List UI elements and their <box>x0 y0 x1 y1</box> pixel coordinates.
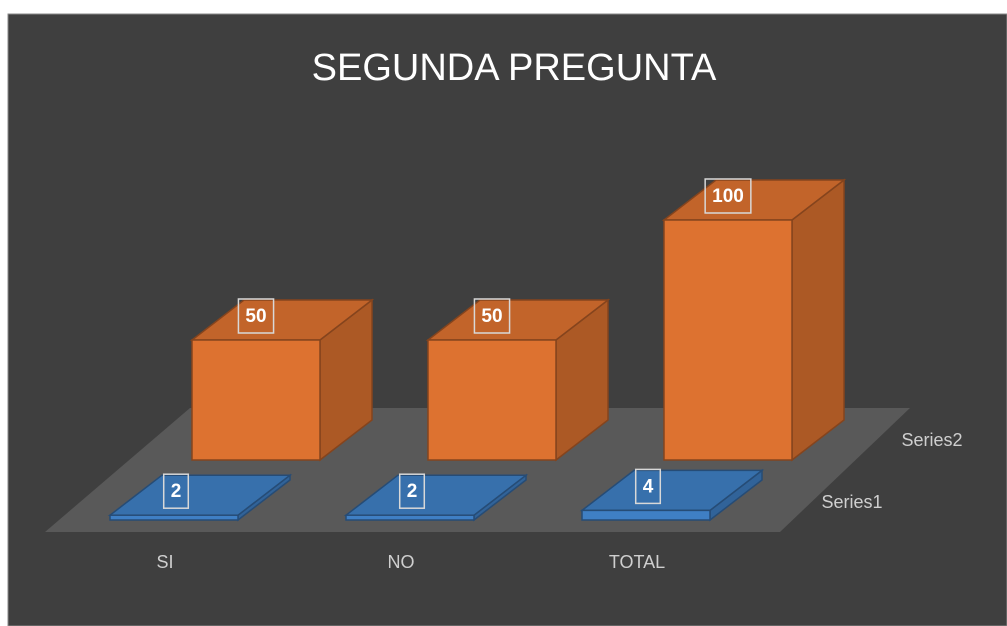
bar <box>579 468 765 522</box>
bar-front <box>345 514 475 521</box>
series-label: Series1 <box>821 492 882 512</box>
chart-title: SEGUNDA PREGUNTA <box>312 47 717 89</box>
bar-front <box>191 339 321 461</box>
data-label-box <box>162 473 190 509</box>
data-label-box <box>473 298 511 334</box>
series-label: Series2 <box>901 430 962 450</box>
x-tick-label: NO <box>388 552 415 572</box>
bar <box>661 178 847 462</box>
bar-front <box>427 339 557 461</box>
data-label: 50 <box>245 306 266 327</box>
data-label: 100 <box>712 186 744 207</box>
bar-front <box>581 509 711 521</box>
bar <box>343 473 529 522</box>
data-label-box <box>237 298 275 334</box>
bar <box>107 473 293 522</box>
bar-front <box>109 514 239 521</box>
bar <box>189 298 375 462</box>
bar-side <box>791 178 845 462</box>
data-label-box <box>398 473 426 509</box>
x-tick-label: SI <box>156 552 173 572</box>
data-label-box <box>704 178 752 214</box>
data-label: 2 <box>407 481 418 502</box>
bar-front <box>663 219 793 461</box>
bar <box>425 298 611 462</box>
x-tick-label: TOTAL <box>609 552 665 572</box>
data-label: 2 <box>171 481 182 502</box>
data-label: 4 <box>643 476 654 497</box>
data-label-box <box>634 468 662 505</box>
data-label: 50 <box>481 306 502 327</box>
